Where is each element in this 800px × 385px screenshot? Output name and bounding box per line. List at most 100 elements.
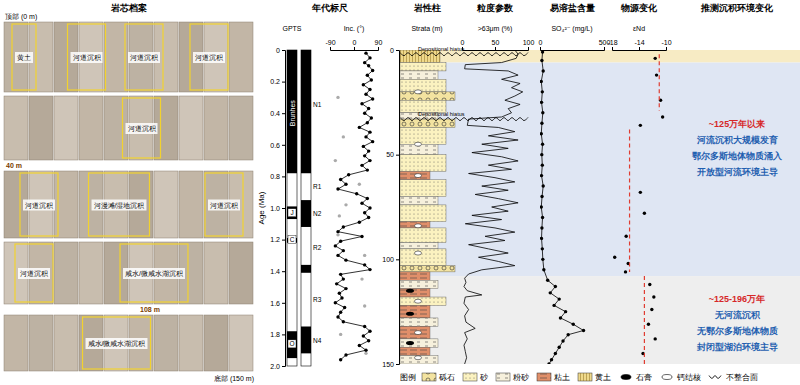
tick-mark bbox=[396, 364, 399, 365]
nodule bbox=[415, 356, 422, 360]
point bbox=[549, 291, 552, 294]
axis-title: SO₄²⁻ (mg/L) bbox=[551, 25, 592, 33]
core-box bbox=[154, 96, 178, 160]
band bbox=[400, 276, 800, 364]
deposit-highlight bbox=[12, 24, 36, 90]
tick-label: 0 bbox=[353, 39, 357, 46]
label-bg bbox=[208, 200, 240, 211]
tick-label: 0.8 bbox=[270, 173, 280, 180]
point bbox=[558, 346, 561, 349]
point bbox=[342, 277, 345, 280]
axis-title: Inc. (°) bbox=[344, 25, 365, 33]
point bbox=[338, 214, 341, 217]
core-label: 咸水/微咸水湖沉积 bbox=[88, 340, 146, 348]
layer-pattern bbox=[400, 180, 446, 197]
legend-item: 粘土 bbox=[537, 373, 570, 382]
label-bg bbox=[288, 340, 296, 348]
tick-mark bbox=[396, 50, 399, 51]
interpretation-line: 开放型河流环境主导 bbox=[696, 167, 778, 177]
layer bbox=[400, 71, 438, 79]
tick-label: 1.2 bbox=[270, 236, 280, 243]
point bbox=[362, 83, 365, 86]
tick-label: 1.8 bbox=[270, 331, 280, 338]
point bbox=[344, 287, 347, 290]
point bbox=[358, 183, 361, 186]
point bbox=[550, 358, 553, 361]
nodule bbox=[415, 142, 422, 146]
tick-label: 0.4 bbox=[270, 110, 280, 117]
deposit-highlight bbox=[120, 244, 188, 302]
axis: 050100 bbox=[461, 39, 535, 51]
legend-swatch bbox=[463, 373, 477, 381]
core-row: 河道沉积咸水/微咸水湖沉积 bbox=[4, 242, 253, 304]
normal-interval bbox=[301, 200, 311, 227]
gypsum bbox=[406, 312, 414, 316]
point bbox=[540, 195, 543, 198]
point bbox=[566, 333, 569, 336]
polarity-column bbox=[287, 50, 297, 366]
point bbox=[661, 115, 664, 118]
layer-pattern bbox=[400, 318, 438, 326]
point bbox=[342, 249, 345, 252]
point bbox=[360, 202, 363, 205]
point bbox=[344, 203, 347, 206]
tick-label: 0 bbox=[276, 47, 280, 54]
point bbox=[542, 69, 545, 72]
layer bbox=[400, 326, 430, 339]
legend-swatch bbox=[496, 373, 510, 381]
tick-mark bbox=[282, 303, 285, 304]
legend-swatch bbox=[578, 373, 592, 381]
depth-mark: 108 m bbox=[140, 306, 160, 313]
nodule bbox=[415, 224, 422, 228]
tick-label: -14 bbox=[634, 39, 644, 46]
interpretation-line: 鄂尔多斯地体物质涌入 bbox=[692, 151, 783, 161]
chron-label: O bbox=[289, 340, 294, 347]
point bbox=[363, 254, 366, 257]
point bbox=[336, 233, 339, 236]
point bbox=[339, 311, 342, 314]
tick-mark bbox=[282, 50, 285, 51]
point bbox=[358, 126, 361, 129]
point bbox=[540, 59, 543, 62]
core-box bbox=[229, 242, 253, 304]
core-box bbox=[54, 242, 78, 304]
legend-swatch-pattern bbox=[422, 373, 436, 381]
point bbox=[362, 334, 365, 337]
point bbox=[367, 64, 370, 67]
point bbox=[541, 143, 544, 146]
tick: 0.2 bbox=[270, 78, 285, 85]
tick: 0.8 bbox=[270, 173, 285, 180]
nodule bbox=[415, 299, 422, 303]
tick: 90 bbox=[375, 39, 383, 50]
layer bbox=[400, 222, 430, 228]
legend-swatch-pattern bbox=[537, 373, 551, 381]
plot-area bbox=[334, 51, 375, 361]
core-label: 河漫滩/湿地沉积 bbox=[94, 202, 145, 209]
interpretation-line: 河流沉积大规模发育 bbox=[696, 134, 778, 145]
label: 底部 (150 m) bbox=[214, 375, 254, 383]
nodule bbox=[415, 331, 422, 335]
point bbox=[371, 97, 374, 100]
tick-mark bbox=[528, 47, 529, 50]
point bbox=[367, 339, 370, 342]
point bbox=[368, 159, 371, 162]
tick-mark bbox=[282, 82, 285, 83]
point bbox=[540, 226, 543, 229]
legend-item: 黄土 bbox=[578, 373, 611, 382]
point bbox=[540, 205, 543, 208]
core-box bbox=[54, 96, 78, 160]
core-box bbox=[179, 315, 203, 371]
point bbox=[336, 96, 339, 99]
tick-mark bbox=[354, 47, 355, 50]
tick-mark bbox=[282, 366, 285, 367]
tick-mark bbox=[282, 208, 285, 209]
layer-pattern bbox=[400, 280, 438, 288]
tick-mark bbox=[396, 259, 399, 260]
axis: -90090 bbox=[325, 39, 382, 51]
column-frame bbox=[287, 50, 297, 366]
layer-pattern bbox=[400, 356, 438, 364]
point bbox=[363, 112, 366, 115]
normal-interval bbox=[287, 206, 297, 219]
tick: 100 bbox=[382, 256, 399, 263]
point bbox=[542, 268, 545, 271]
